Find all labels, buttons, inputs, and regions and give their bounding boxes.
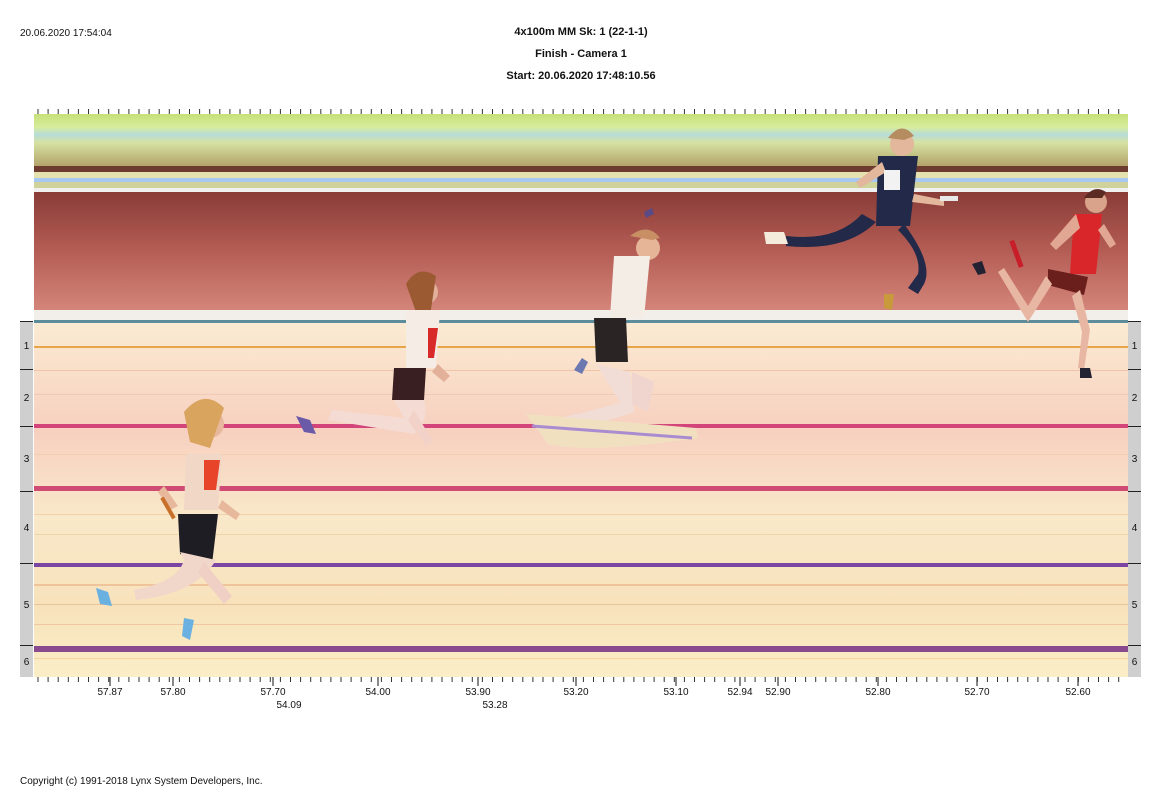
time-tick-label-secondary: 53.28 [482,700,508,711]
photo-finish-image[interactable] [34,114,1128,677]
time-tick-label: 52.60 [1065,687,1091,698]
time-tick-label: 53.20 [563,687,589,698]
runner-lane2-fallen [526,208,698,448]
finish-photo-canvas [34,114,1128,677]
lane-number-3: 3 [20,426,33,492]
time-tick-label: 53.90 [465,687,491,698]
runner-lane2-red [296,271,450,446]
lane-number-5: 5 [20,563,33,646]
capture-timestamp: 20.06.2020 17:54:04 [20,28,112,39]
event-title: 4x100m MM Sk: 1 (22-1-1) [514,26,648,38]
runner-lane4-orange [96,398,240,640]
time-tick-label: 54.00 [365,687,391,698]
time-tick-label: 57.87 [97,687,123,698]
time-tick-label: 57.80 [160,687,186,698]
lane-number-6: 6 [1128,645,1141,678]
time-tick-label: 52.90 [765,687,791,698]
lane-number-4: 4 [20,491,33,564]
time-tick-label: 53.10 [663,687,689,698]
lane-number-6: 6 [20,645,33,678]
time-tick-label: 57.70 [260,687,286,698]
lane-number-1: 1 [1128,321,1141,370]
runner-lane1-navy [764,128,958,310]
lane-number-2: 2 [20,369,33,427]
copyright-footer: Copyright (c) 1991-2018 Lynx System Deve… [20,776,263,787]
time-tick-label-secondary: 54.09 [276,700,302,711]
time-axis-ticks [37,677,1120,686]
start-time: Start: 20.06.2020 17:48:10.56 [506,70,656,82]
lane-number-4: 4 [1128,491,1141,564]
time-tick-label: 52.70 [964,687,990,698]
runner-lane1-red [972,189,1116,378]
top-tick-ruler [37,109,1120,114]
lane-number-5: 5 [1128,563,1141,646]
lane-number-2: 2 [1128,369,1141,427]
lane-number-1: 1 [20,321,33,370]
camera-label: Finish - Camera 1 [535,48,627,60]
time-tick-label: 52.94 [727,687,753,698]
lane-number-3: 3 [1128,426,1141,492]
time-tick-label: 52.80 [865,687,891,698]
